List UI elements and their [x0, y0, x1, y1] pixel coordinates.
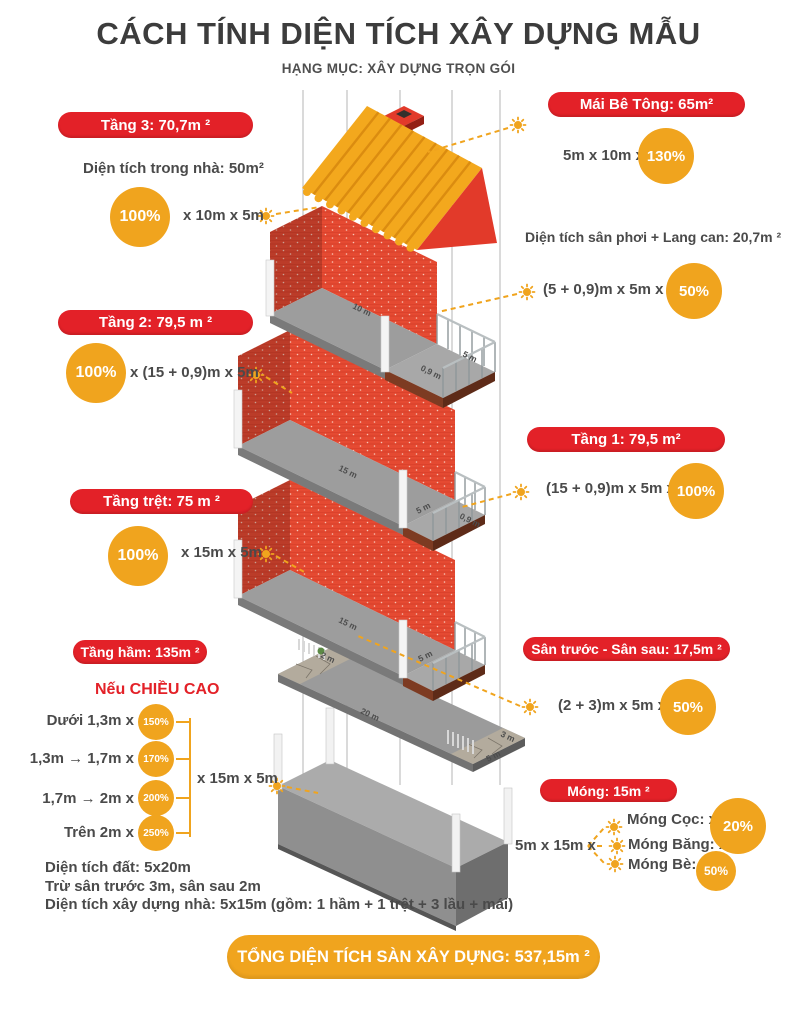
spark-icon: [509, 116, 527, 134]
formula-mai: 5m x 10m x: [563, 147, 644, 164]
height-title: Nếu CHIỀU CAO: [95, 681, 220, 698]
percent-badge-sanphoi: 50%: [666, 263, 722, 319]
page-title: CÁCH TÍNH DIỆN TÍCH XÂY DỰNG MẪU: [96, 16, 701, 51]
spark-icon: [521, 698, 539, 716]
formula-mong: 5m x 15m x: [515, 837, 596, 854]
roof: [302, 106, 497, 252]
ground-slab: [278, 639, 525, 772]
floor-2-module: [233, 330, 486, 551]
floor-1-module: [233, 480, 486, 701]
note-line: Trừ sân trước 3m, sân sau 2m: [45, 877, 261, 895]
height-row-percent: 250%: [138, 815, 174, 851]
label-mong-coc: Móng Cọc: x: [627, 811, 717, 828]
note-tang3: Diện tích trong nhà: 50m²: [83, 160, 264, 177]
percent-badge-tangtret: 100%: [108, 526, 168, 586]
formula-santruoc: (2 + 3)m x 5m x: [558, 697, 666, 714]
formula-sanphoi: (5 + 0,9)m x 5m x: [543, 281, 664, 298]
formula-tang1: (15 + 0,9)m x 5m x: [546, 480, 675, 497]
spark-icon: [605, 818, 623, 836]
height-row-percent: 200%: [138, 780, 174, 816]
banner-tang1: Tầng 1: 79,5 m²: [527, 427, 725, 452]
percent-badge-mai: 130%: [638, 128, 694, 184]
floor-3-module: [265, 206, 496, 408]
spark-icon: [518, 283, 536, 301]
percent-badge-mong-coc: 20%: [710, 798, 766, 854]
label-mong-be: Móng Bè: x: [628, 856, 709, 873]
note-sanphoi: Diện tích sân phơi + Lang can: 20,7m ²: [525, 229, 782, 245]
height-row-percent: 150%: [138, 704, 174, 740]
formula-tang3: x 10m x 5m: [183, 207, 264, 224]
formula-tangham: x 15m x 5m: [197, 770, 278, 787]
banner-mong: Móng: 15m ²: [540, 779, 677, 802]
footer-notes: Diện tích đất: 5x20m Trừ sân trước 3m, s…: [45, 859, 513, 915]
label-mong-bang: Móng Băng: x: [628, 836, 728, 853]
gable: [417, 168, 497, 250]
spark-icon: [512, 483, 530, 501]
height-row-label: 1,3m → 1,7m x: [29, 750, 134, 767]
percent-badge-mong-be: 50%: [696, 851, 736, 891]
banner-tang2: Tầng 2: 79,5 m ²: [58, 310, 253, 335]
height-row-label: Dưới 1,3m x: [46, 712, 134, 729]
shrub: [317, 647, 325, 655]
height-bracket: [176, 718, 191, 837]
total-banner: TỔNG DIỆN TÍCH SÀN XÂY DỰNG: 537,15m ²: [227, 935, 600, 979]
basement-box: [273, 707, 513, 931]
percent-badge-santruoc: 50%: [660, 679, 716, 735]
height-row-label: 1,7m → 2m x: [42, 790, 134, 807]
note-line: Diện tích đất: 5x20m: [45, 859, 191, 876]
spark-icon: [606, 855, 624, 873]
height-row-percent: 170%: [138, 741, 174, 777]
formula-tang2: x (15 + 0,9)m x 5m: [130, 364, 259, 381]
banner-tangham: Tầng hầm: 135m ²: [73, 640, 207, 664]
height-row-label: Trên 2m x: [63, 824, 134, 841]
percent-badge-tang1: 100%: [668, 463, 724, 519]
page-subtitle: HẠNG MỤC: XÂY DỰNG TRỌN GÓI: [281, 61, 516, 76]
formula-tangtret: x 15m x 5m: [181, 544, 262, 561]
banner-santruoc: Sân trước - Sân sau: 17,5m ²: [523, 637, 730, 661]
banner-tang3: Tầng 3: 70,7m ²: [58, 112, 253, 138]
note-line: Diện tích xây dựng nhà: 5x15m (gồm: 1 hầ…: [45, 896, 514, 913]
percent-badge-tang2: 100%: [66, 343, 126, 403]
banner-tangtret: Tầng trệt: 75 m ²: [70, 489, 253, 514]
percent-badge-tang3: 100%: [110, 187, 170, 247]
connector-lines: [265, 127, 606, 864]
spark-icon: [608, 837, 626, 855]
banner-mai: Mái Bê Tông: 65m²: [548, 92, 745, 117]
